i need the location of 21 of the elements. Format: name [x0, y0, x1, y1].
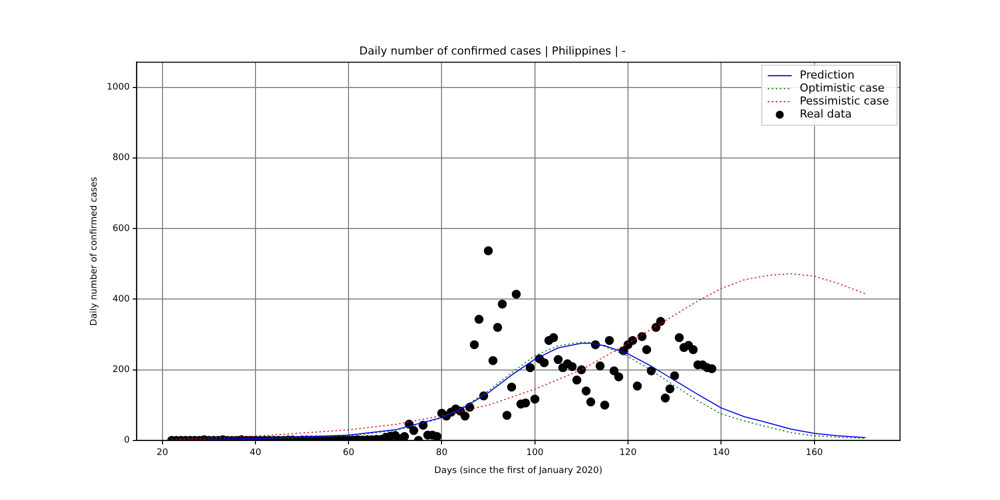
- x-axis-title: Days (since the first of January 2020): [434, 466, 602, 476]
- x-tick-label: 20: [156, 448, 168, 458]
- y-tick-label: 600: [112, 224, 130, 234]
- y-tick-label: 1000: [106, 82, 130, 93]
- legend-label: Prediction: [800, 68, 854, 82]
- x-tick-label: 160: [806, 448, 824, 458]
- x-tick-label: 40: [250, 448, 262, 458]
- y-tick-label: 800: [112, 153, 130, 164]
- legend-label: Real data: [800, 108, 852, 121]
- legend-label: Pessimistic case: [800, 94, 890, 108]
- y-tick-label: 200: [112, 365, 130, 376]
- y-tick-label: 0: [124, 436, 130, 446]
- x-tick-label: 80: [436, 448, 448, 458]
- x-tick-label: 140: [712, 448, 730, 458]
- legend-label: Optimistic case: [800, 82, 885, 95]
- x-tick-label: 60: [342, 448, 355, 458]
- chart-title: Daily number of confirmed cases | Philippines | -: [359, 44, 626, 58]
- y-tick-label: 400: [112, 294, 130, 304]
- y-axis-title: Daily number of confirmed cases: [90, 176, 100, 326]
- x-tick-label: 100: [526, 448, 544, 458]
- x-tick-label: 120: [619, 448, 637, 458]
